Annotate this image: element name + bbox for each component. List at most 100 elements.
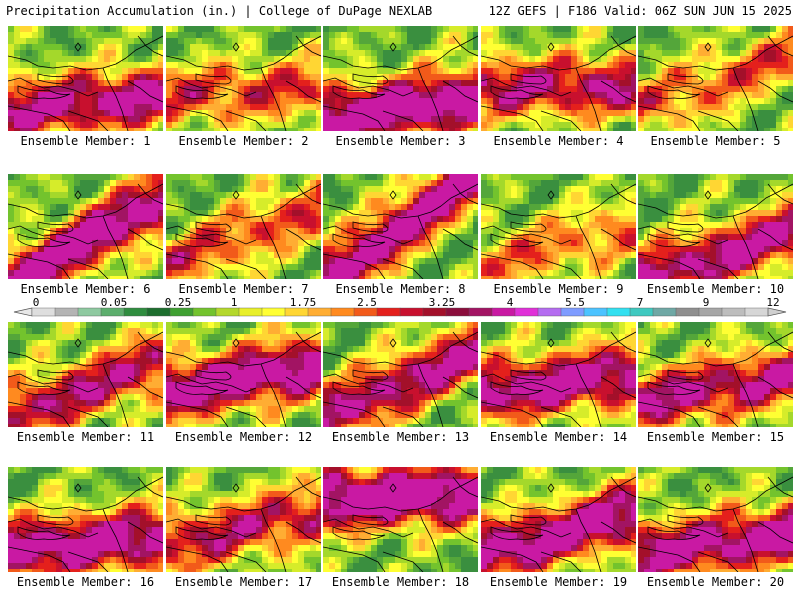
colorbar-tick-label: 0.25: [165, 296, 192, 309]
colorbar-swatch: [422, 307, 447, 317]
colorbar-swatch: [537, 307, 562, 317]
panel-caption: Ensemble Member: 4: [493, 134, 624, 148]
map-outline: [481, 331, 636, 427]
colorbar: 0 0.05 0.25 1 1.75 2.5 3.25 4 5.5 7 9 12: [13, 296, 787, 317]
ensemble-panel: [638, 467, 793, 572]
map-outline: [8, 183, 163, 279]
ensemble-panel: [323, 174, 478, 279]
map-outline: [166, 476, 321, 572]
colorbar-swatch: [606, 307, 631, 317]
colorbar-tick-label: 1: [231, 296, 238, 309]
colorbar-swatch: [675, 307, 700, 317]
ensemble-panel: [166, 26, 321, 131]
colorbar-swatch: [583, 307, 608, 317]
ensemble-panel: [166, 174, 321, 279]
colorbar-tick-label: 2.5: [357, 296, 377, 309]
colorbar-tick-label: 12: [766, 296, 779, 309]
colorbar-swatch: [721, 307, 746, 317]
precip-map: [323, 322, 478, 427]
precip-map: [323, 174, 478, 279]
colorbar-swatch: [652, 307, 677, 317]
map-outline: [166, 331, 321, 427]
precip-map: [166, 174, 321, 279]
panel-caption: Ensemble Member: 11: [16, 430, 155, 444]
precip-map: [8, 26, 163, 131]
title-right: 12Z GEFS | F186 Valid: 06Z SUN JUN 15 20…: [488, 4, 792, 18]
map-outline: [8, 476, 163, 572]
panel-caption: Ensemble Member: 6: [20, 282, 151, 296]
colorbar-swatch: [353, 307, 378, 317]
panel-caption: Ensemble Member: 20: [646, 575, 785, 589]
ensemble-panel: [166, 467, 321, 572]
colorbar-min-arrow: [13, 307, 33, 317]
ensemble-panel: [8, 26, 163, 131]
precip-map: [481, 26, 636, 131]
ensemble-panel: [8, 322, 163, 427]
precip-map: [8, 174, 163, 279]
precip-map: [166, 467, 321, 572]
colorbar-swatch: [560, 307, 585, 317]
colorbar-swatch: [261, 307, 286, 317]
panel-caption: Ensemble Member: 8: [335, 282, 466, 296]
precip-map: [166, 322, 321, 427]
ensemble-panel: [481, 26, 636, 131]
colorbar-tick-label: 1.75: [290, 296, 317, 309]
map-outline: [323, 183, 478, 279]
panel-caption: Ensemble Member: 10: [646, 282, 785, 296]
colorbar-tick-label: 0.05: [101, 296, 128, 309]
colorbar-tick-label: 4: [507, 296, 514, 309]
precip-map: [638, 322, 793, 427]
panel-caption: Ensemble Member: 9: [493, 282, 624, 296]
precip-map: [638, 174, 793, 279]
panel-caption: Ensemble Member: 12: [174, 430, 313, 444]
colorbar-swatch: [514, 307, 539, 317]
colorbar-swatch: [744, 307, 769, 317]
panel-caption: Ensemble Member: 17: [174, 575, 313, 589]
map-outline: [481, 35, 636, 131]
panel-caption: Ensemble Member: 18: [331, 575, 470, 589]
map-outline: [8, 331, 163, 427]
title-left: Precipitation Accumulation (in.) | Colle…: [6, 4, 433, 18]
ensemble-panel: [323, 322, 478, 427]
precip-map: [166, 26, 321, 131]
colorbar-swatch: [629, 307, 654, 317]
precip-map: [323, 26, 478, 131]
map-outline: [638, 183, 793, 279]
map-outline: [638, 35, 793, 131]
map-outline: [323, 476, 478, 572]
map-outline: [8, 35, 163, 131]
precip-map: [8, 467, 163, 572]
ensemble-panel: [323, 467, 478, 572]
colorbar-tick-label: 9: [703, 296, 710, 309]
ensemble-panel: [481, 467, 636, 572]
panel-caption: Ensemble Member: 13: [331, 430, 470, 444]
ensemble-panel: [638, 322, 793, 427]
colorbar-swatch: [192, 307, 217, 317]
precip-map: [8, 322, 163, 427]
precip-map: [323, 467, 478, 572]
colorbar-swatch: [54, 307, 79, 317]
panel-caption: Ensemble Member: 1: [20, 134, 151, 148]
map-outline: [481, 183, 636, 279]
precip-map: [638, 467, 793, 572]
panel-caption: Ensemble Member: 15: [646, 430, 785, 444]
colorbar-swatch: [698, 307, 723, 317]
colorbar-swatch: [491, 307, 516, 317]
map-outline: [166, 183, 321, 279]
panel-caption: Ensemble Member: 7: [178, 282, 309, 296]
colorbar-swatch: [123, 307, 148, 317]
colorbar-swatch: [77, 307, 102, 317]
ensemble-panel: [8, 467, 163, 572]
precip-map: [481, 322, 636, 427]
colorbar-tick-label: 7: [637, 296, 644, 309]
colorbar-tick-label: 5.5: [565, 296, 585, 309]
colorbar-tick-label: 0: [33, 296, 40, 309]
colorbar-swatch: [468, 307, 493, 317]
colorbar-swatch: [31, 307, 56, 317]
panel-caption: Ensemble Member: 5: [650, 134, 781, 148]
colorbar-swatch: [330, 307, 355, 317]
colorbar-swatch: [376, 307, 401, 317]
map-outline: [323, 331, 478, 427]
map-outline: [481, 476, 636, 572]
colorbar-max-arrow: [767, 307, 787, 317]
